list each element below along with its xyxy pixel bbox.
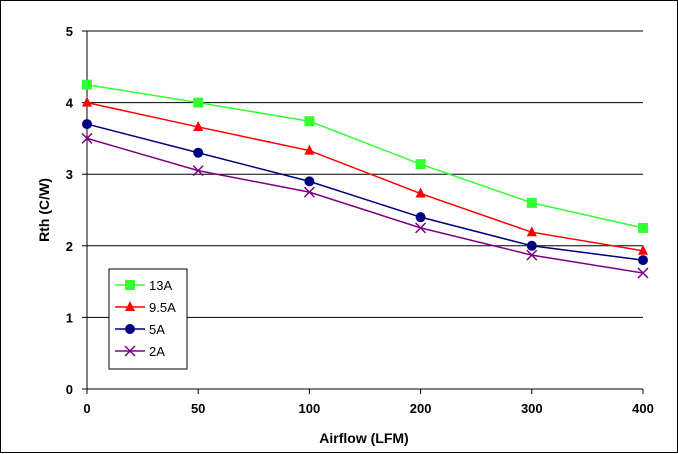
series-line-95a xyxy=(86,101,644,252)
data-point-5a xyxy=(638,255,648,266)
data-point-2a xyxy=(192,165,204,177)
data-point-13a xyxy=(304,116,315,127)
data-point-5a xyxy=(193,147,204,158)
series-line-13a xyxy=(86,83,644,229)
marker-stroke xyxy=(526,249,538,261)
marker-stroke xyxy=(124,345,136,357)
y-tick-label: 2 xyxy=(66,239,73,254)
data-point-5a xyxy=(82,119,92,130)
marker-stroke xyxy=(192,165,204,177)
data-point-95a xyxy=(415,187,426,198)
y-tick-label: 4 xyxy=(66,96,74,111)
legend-label-5a: 5A xyxy=(149,322,165,337)
x-axis-title: Airflow (LFM) xyxy=(319,430,408,446)
y-tick-label: 3 xyxy=(66,167,73,182)
legend-label-95a: 9.5A xyxy=(149,300,176,315)
legend-marker-13a xyxy=(125,280,135,290)
marker-stroke xyxy=(81,132,93,144)
data-point-5a xyxy=(304,176,315,187)
data-point-95a xyxy=(82,96,92,107)
y-axis-title: Rth (C/W) xyxy=(36,178,52,242)
data-point-95a xyxy=(304,144,315,155)
data-point-95a xyxy=(638,244,648,255)
data-point-95a xyxy=(193,120,204,131)
legend-marker-2a xyxy=(124,345,136,357)
data-point-2a xyxy=(415,222,427,234)
x-tick-label: 200 xyxy=(410,401,432,416)
data-point-2a xyxy=(81,132,93,144)
data-point-13a xyxy=(526,197,537,208)
legend-label-13a: 13A xyxy=(149,278,172,293)
data-point-2a xyxy=(526,249,538,261)
data-point-13a xyxy=(638,222,648,233)
data-point-2a xyxy=(637,267,649,279)
data-point-2a xyxy=(303,186,315,198)
y-tick-label: 1 xyxy=(66,310,73,325)
legend-box xyxy=(108,268,188,370)
legend-marker-95a xyxy=(125,301,135,311)
y-tick-label: 5 xyxy=(66,24,73,39)
marker-stroke xyxy=(303,186,315,198)
series-line-5a xyxy=(86,123,644,261)
data-point-5a xyxy=(415,212,426,223)
legend: 13A 9.5A 5A 2A xyxy=(108,268,188,370)
legend-label-2a: 2A xyxy=(149,344,165,359)
series-line-2a xyxy=(86,137,644,274)
data-point-5a xyxy=(526,240,537,251)
data-point-95a xyxy=(526,226,537,237)
x-tick-label: 400 xyxy=(632,401,654,416)
x-tick-label: 50 xyxy=(191,401,205,416)
legend-marker-5a xyxy=(125,324,135,334)
x-tick-label: 0 xyxy=(83,401,90,416)
data-point-13a xyxy=(193,97,204,108)
x-tick-label: 300 xyxy=(521,401,543,416)
data-point-13a xyxy=(415,159,426,170)
data-point-13a xyxy=(82,79,92,90)
marker-stroke xyxy=(415,222,427,234)
marker-stroke xyxy=(637,267,649,279)
x-tick-label: 100 xyxy=(299,401,321,416)
y-tick-label: 0 xyxy=(66,382,73,397)
